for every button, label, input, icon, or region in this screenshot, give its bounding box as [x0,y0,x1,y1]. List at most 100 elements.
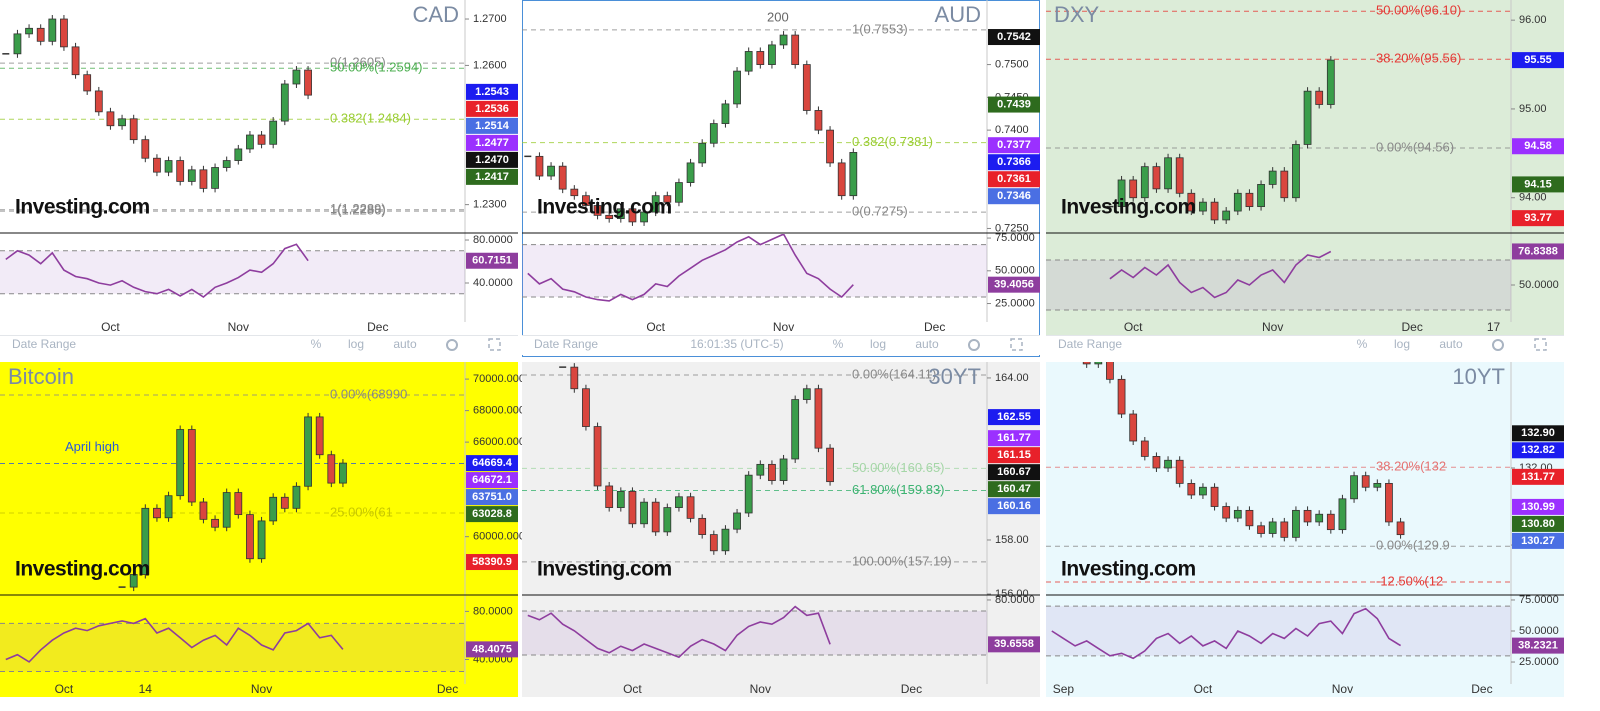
fullscreen-icon[interactable] [1534,338,1547,351]
x-tick-label: Nov [228,320,249,334]
price-label: 130.80 [1521,518,1555,530]
price-label: 132.82 [1521,444,1555,456]
rsi-tick-label: 75.0000 [1519,594,1559,606]
toolbar-item[interactable]: auto [915,337,939,351]
x-tick-label: Oct [1124,320,1143,334]
y-tick-label: 94.00 [1519,192,1547,204]
candle [1164,157,1172,190]
watermark: Investing.com [15,196,150,219]
candle [756,51,765,65]
candle [651,195,660,213]
candle [651,501,660,533]
candle [164,160,173,173]
candle [709,123,718,144]
candle [1257,184,1265,208]
settings-icon[interactable] [446,339,458,351]
y-tick-label: 96.00 [1519,14,1547,26]
candle [616,490,625,508]
price-label: 64672.1 [472,474,512,486]
watermark: Investing.com [537,196,672,219]
price-label: 1.2417 [475,171,509,183]
candle [1175,459,1184,484]
candle [802,64,811,111]
fullscreen-icon[interactable] [488,338,501,351]
candle [1129,179,1138,199]
candle [60,18,68,48]
toolbar-item[interactable]: log [870,337,886,351]
candle [106,111,115,127]
level-label: 0.00%(94.56) [1376,139,1454,154]
candle [814,110,823,131]
candle [234,148,243,161]
rsi-tick-label: 40.0000 [473,277,513,289]
candle [779,458,788,481]
candle [304,69,312,96]
candle [1152,166,1161,190]
candle [721,528,730,552]
candle [1175,157,1184,194]
price-label-box [988,409,1040,426]
y-tick-label: 60000.0000 [473,531,531,543]
toolbar-item[interactable]: % [1357,337,1368,351]
price-label: 0.7542 [997,31,1031,43]
candle [593,205,602,216]
price-label: 130.99 [1521,501,1555,513]
rsi-band [0,250,465,294]
toolbar-item[interactable]: log [1394,337,1410,351]
candle [768,44,776,65]
price-label: 58390.9 [472,556,512,568]
candle [257,520,266,560]
candle [48,18,57,42]
price-plot: 0(1.2605)50.00%(1.2594) 0.382(1.2484) 1(1.… [0,15,465,218]
rsi-pane [0,243,465,298]
toolbar-item[interactable]: auto [393,337,417,351]
candle [339,462,347,484]
rsi-tick-label: 50.0000 [1519,625,1559,637]
rsi-label: 38.2321 [1518,640,1558,652]
candle [1222,506,1231,519]
rsi-tick-label: 50.0000 [1519,279,1559,291]
settings-icon[interactable] [968,339,980,351]
chart-title: AUD [935,2,981,27]
price-label-box [988,29,1040,46]
candle [1373,482,1382,488]
candle [1199,486,1207,496]
candle [1326,59,1335,105]
candle [1257,525,1265,534]
level-label: 50.00%(1.2594) [330,60,423,75]
candle [837,162,846,197]
candle [1303,509,1312,523]
settings-icon[interactable] [1492,339,1504,351]
y-tick-label: 66000.0000 [473,436,531,448]
price-plot: 0.00%(164.11) 50.00%(160.65) 61.80%(159.83… [522,363,987,568]
watermark: Investing.com [1061,196,1196,219]
level-label: 1(1.2286) [330,203,386,218]
toolbar-item[interactable]: log [348,337,364,351]
toolbar-item[interactable]: % [833,337,844,351]
x-tick-label: 14 [139,682,153,696]
price-label-box [466,489,518,506]
candle [628,490,637,525]
price-label-box [988,137,1040,154]
x-tick-label: Oct [646,320,665,334]
candle [1164,459,1172,469]
price-label: 162.55 [997,411,1031,423]
price-label-box [466,506,518,523]
rsi-pane [522,234,987,302]
toolbar [522,335,1040,355]
candle [1268,170,1277,185]
candle [13,33,22,55]
candle [304,416,312,487]
candle [211,167,219,189]
candle [222,160,231,168]
toolbar-item[interactable]: auto [1439,337,1463,351]
candle [1292,509,1300,538]
candle [1245,192,1254,208]
candle [779,34,788,46]
candle [176,429,185,497]
price-label: 160.16 [997,500,1031,512]
candle [327,454,336,484]
toolbar-item[interactable]: % [311,337,322,351]
price-label: 0.7439 [997,98,1031,110]
fullscreen-icon[interactable] [1010,338,1023,351]
